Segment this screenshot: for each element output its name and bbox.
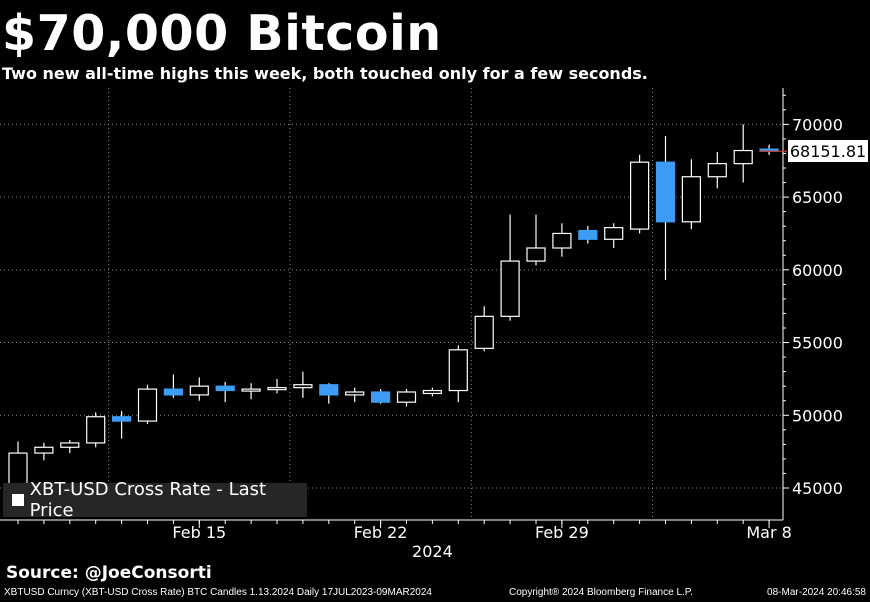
candle-body-up: [474, 315, 494, 349]
page-title: $70,000 Bitcoin: [2, 5, 442, 62]
candle-body-up: [629, 161, 650, 230]
candle-body-up: [733, 149, 753, 165]
x-tick-label: Feb 15: [172, 523, 226, 542]
y-tick-label: 60000: [792, 261, 843, 280]
last-price-tag: 68151.81: [788, 140, 868, 163]
candle-body-up: [34, 446, 54, 454]
candle-body-up: [189, 385, 209, 396]
candle-body-down: [163, 388, 183, 396]
footer-timestamp: 08-Mar-2024 20:46:58: [767, 587, 866, 598]
y-tick-label: 45000: [792, 479, 843, 498]
y-tick-label: 70000: [792, 115, 843, 134]
x-tick-label: Feb 22: [354, 523, 408, 542]
candle-body-up: [681, 176, 702, 223]
candle-body-up: [86, 416, 106, 444]
y-tick-label: 50000: [792, 406, 843, 425]
x-axis-year-label: 2024: [412, 542, 453, 561]
candle-body-up: [137, 388, 158, 422]
candle-body-up: [396, 391, 417, 403]
y-tick-label: 65000: [792, 188, 843, 207]
source-credit: Source: @JoeConsorti: [6, 563, 212, 583]
x-tick-label: Feb 29: [535, 523, 589, 542]
candle-body-down: [215, 385, 235, 392]
y-tick-label: 55000: [792, 334, 843, 353]
candle-body-up: [500, 260, 520, 317]
legend-label: XBT-USD Cross Rate - Last Price: [29, 479, 267, 521]
candle-body-up: [8, 452, 28, 485]
page-subtitle: Two new all-time highs this week, both t…: [2, 64, 648, 83]
candle-body-up: [604, 227, 624, 240]
chart-grid: [0, 88, 783, 520]
candle-body-up: [526, 247, 546, 262]
candle-body-down: [578, 229, 598, 240]
candle-body-up: [707, 163, 727, 178]
candle-body-down: [111, 416, 132, 422]
candle-body-up: [345, 391, 365, 396]
x-tick-label: Mar 8: [746, 523, 791, 542]
candle-body-up: [552, 232, 572, 249]
candle-body-up: [60, 442, 80, 448]
candle-body-up: [267, 387, 287, 391]
footer-ticker-info: XBTUSD Curncy (XBT-USD Cross Rate) BTC C…: [4, 587, 432, 598]
candle-body-up: [448, 349, 468, 392]
candle-body-down: [371, 391, 391, 403]
chart-candles: [8, 124, 779, 488]
chart-axes: 45000 50000 55000 60000 65000 70000 Feb 15 Feb …: [0, 88, 843, 561]
chart-legend: XBT-USD Cross Rate - Last Price: [3, 479, 307, 521]
candle-body-down: [319, 384, 339, 396]
candle-body-up: [241, 388, 261, 392]
footer-copyright: Copyright® 2024 Bloomberg Finance L.P.: [509, 587, 693, 598]
candle-body-up: [422, 389, 442, 395]
candle-body-down: [655, 161, 676, 223]
legend-swatch: [12, 494, 24, 506]
candle-body-up: [293, 384, 313, 389]
